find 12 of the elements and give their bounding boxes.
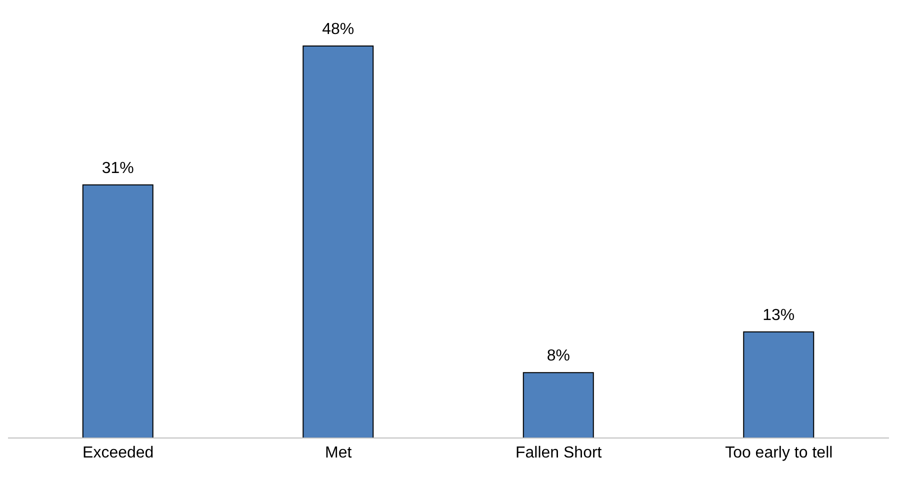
x-tick-label: Fallen Short xyxy=(515,444,602,462)
data-label: 8% xyxy=(546,348,570,365)
data-label: 31% xyxy=(102,160,134,177)
x-tick-label: Too early to tell xyxy=(725,444,833,462)
data-label: 48% xyxy=(322,21,354,38)
bar xyxy=(302,46,374,438)
data-label: 13% xyxy=(762,306,795,324)
bar xyxy=(522,372,594,438)
bar xyxy=(743,331,814,438)
bar xyxy=(82,184,154,438)
x-tick-label: Exceeded xyxy=(82,444,154,462)
x-tick-label: Met xyxy=(325,444,352,462)
